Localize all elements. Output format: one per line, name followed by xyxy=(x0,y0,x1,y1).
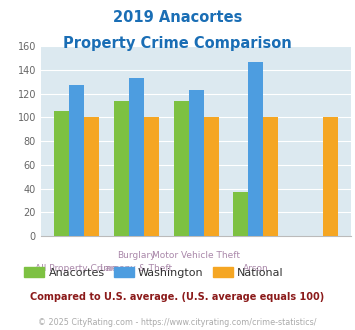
Text: Larceny & Theft: Larceny & Theft xyxy=(100,264,173,274)
Text: Property Crime Comparison: Property Crime Comparison xyxy=(63,36,292,51)
Bar xyxy=(189,90,204,236)
Text: 2019 Anacortes: 2019 Anacortes xyxy=(113,10,242,25)
Text: Burglary: Burglary xyxy=(117,251,155,260)
Text: Motor Vehicle Theft: Motor Vehicle Theft xyxy=(152,251,240,260)
Text: Compared to U.S. average. (U.S. average equals 100): Compared to U.S. average. (U.S. average … xyxy=(31,292,324,302)
Bar xyxy=(263,117,278,236)
Text: © 2025 CityRating.com - https://www.cityrating.com/crime-statistics/: © 2025 CityRating.com - https://www.city… xyxy=(38,318,317,327)
Legend: Anacortes, Washington, National: Anacortes, Washington, National xyxy=(20,263,288,282)
Bar xyxy=(84,117,99,236)
Bar xyxy=(323,117,338,236)
Text: All Property Crime: All Property Crime xyxy=(36,264,118,274)
Bar xyxy=(114,101,129,236)
Bar xyxy=(234,192,248,236)
Bar xyxy=(204,117,219,236)
Text: Arson: Arson xyxy=(243,264,269,274)
Bar xyxy=(69,85,84,236)
Bar xyxy=(54,112,69,236)
Bar xyxy=(248,62,263,236)
Bar xyxy=(144,117,159,236)
Bar xyxy=(129,78,144,236)
Bar xyxy=(174,101,189,236)
